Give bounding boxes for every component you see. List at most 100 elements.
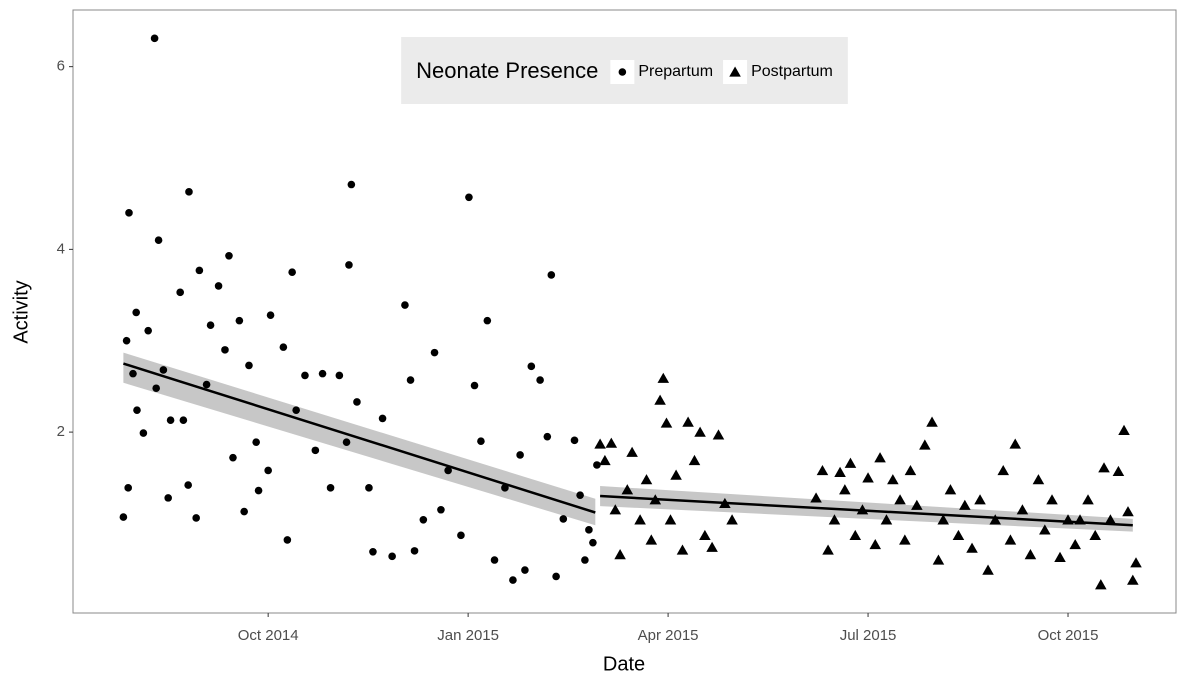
triangle-point (1039, 524, 1051, 535)
triangle-point (904, 464, 917, 476)
circle-point (288, 268, 296, 277)
circle-point (342, 438, 351, 446)
circle-point (483, 316, 492, 325)
legend-symbol (618, 68, 627, 76)
triangle-point (880, 514, 893, 525)
triangle-point (1104, 514, 1117, 525)
circle-point (150, 34, 159, 43)
circle-point (353, 398, 361, 406)
x-tick-label: Oct 2015 (1038, 627, 1099, 644)
triangle-point (726, 514, 738, 525)
circle-point (132, 308, 140, 317)
triangle-point (1009, 438, 1022, 449)
x-tick-label: Apr 2015 (638, 627, 699, 644)
circle-point (516, 451, 524, 459)
circle-point (292, 406, 300, 414)
circle-point (347, 180, 356, 189)
circle-point (164, 494, 172, 502)
triangle-point (822, 544, 834, 555)
circle-point (159, 366, 168, 374)
triangle-point (640, 474, 653, 485)
triangle-point (966, 542, 978, 553)
circle-point (206, 321, 215, 330)
triangle-point (816, 464, 829, 476)
circle-point (214, 282, 223, 290)
circle-point (501, 484, 509, 492)
circle-point (477, 437, 485, 446)
circle-point (195, 266, 204, 275)
triangle-point (1082, 494, 1094, 505)
triangle-point (932, 554, 945, 565)
triangle-point (664, 514, 677, 525)
triangle-point (874, 452, 886, 463)
circle-point (166, 416, 175, 425)
x-axis-title: Date (603, 653, 645, 675)
triangle-point (1089, 529, 1101, 541)
circle-point (152, 384, 160, 393)
circle-point (266, 311, 275, 319)
triangle-point (654, 394, 666, 405)
circle-point (388, 552, 396, 561)
triangle-point (1046, 494, 1058, 505)
circle-point (410, 547, 419, 555)
circle-point (335, 371, 344, 380)
x-tick-label: Jul 2015 (840, 627, 897, 644)
triangle-point (844, 457, 857, 468)
triangle-point (645, 534, 658, 545)
triangle-point (869, 538, 882, 550)
triangle-point (694, 426, 706, 437)
triangle-point (911, 499, 923, 510)
circle-point (457, 531, 465, 540)
triangle-point (899, 534, 911, 545)
triangle-point (657, 372, 670, 383)
circle-point (589, 538, 597, 547)
trend-line (123, 362, 596, 514)
circle-point (581, 556, 589, 564)
circle-point (185, 188, 193, 196)
circle-point (254, 486, 263, 495)
triangle-point (594, 438, 606, 449)
circle-point (179, 416, 188, 425)
circle-point (585, 526, 593, 534)
y-tick-label: 2 (57, 423, 65, 440)
circle-point (176, 288, 184, 297)
circle-point (401, 301, 409, 309)
circle-point (192, 514, 200, 522)
circle-point (301, 371, 309, 380)
x-tick-label: Jan 2015 (437, 627, 499, 644)
circle-point (245, 361, 253, 370)
triangle-point (952, 529, 965, 541)
triangle-point (834, 466, 846, 477)
triangle-point (1127, 574, 1139, 585)
circle-point (221, 346, 229, 354)
triangle-point (626, 446, 638, 457)
circle-point (419, 516, 428, 524)
circle-point (576, 491, 584, 499)
triangle-point (712, 429, 725, 440)
circle-point (552, 572, 560, 581)
triangle-point (919, 439, 931, 450)
triangle-point (1016, 504, 1029, 515)
circle-point (490, 556, 499, 564)
triangle-point (609, 504, 622, 515)
circle-point (229, 453, 237, 462)
triangle-point (634, 514, 646, 525)
triangle-point (810, 492, 822, 503)
triangle-point (682, 416, 694, 427)
circle-point (144, 326, 152, 335)
circle-point (593, 461, 601, 469)
circle-point (129, 369, 137, 378)
triangle-point (849, 529, 862, 541)
circle-point (509, 576, 517, 584)
circle-point (124, 484, 132, 492)
circle-point (406, 376, 415, 384)
trend-line (600, 494, 1133, 527)
circle-point (570, 436, 579, 445)
triangle-point (670, 469, 682, 480)
circle-point (125, 209, 133, 217)
circle-point (122, 336, 131, 345)
circle-point (235, 316, 244, 325)
triangle-point (926, 416, 938, 427)
